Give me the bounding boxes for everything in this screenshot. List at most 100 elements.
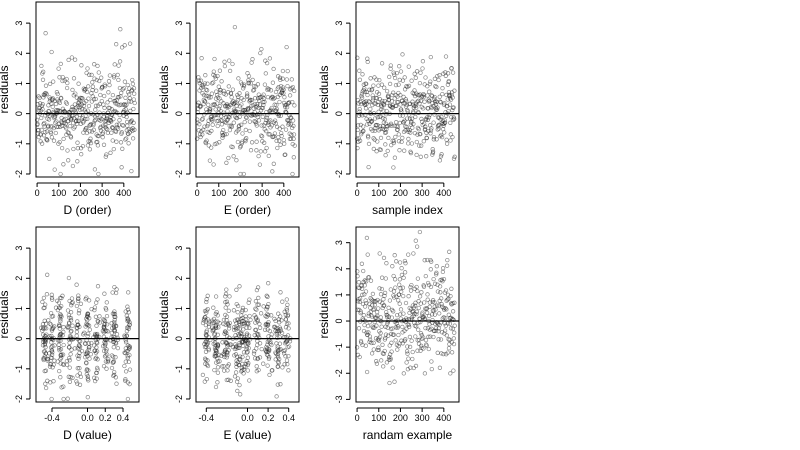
data-point — [215, 355, 220, 361]
data-point — [276, 317, 282, 322]
data-point — [227, 115, 232, 120]
data-point — [394, 294, 399, 299]
data-point — [451, 117, 456, 122]
data-point — [285, 362, 290, 367]
data-point — [424, 343, 429, 348]
data-point — [115, 110, 120, 115]
data-point — [290, 171, 295, 177]
data-point — [107, 82, 112, 88]
x-tick-label: 200 — [393, 413, 408, 423]
data-point — [235, 139, 241, 145]
y-tick-label: -2 — [174, 395, 184, 403]
data-point — [247, 128, 252, 134]
data-point — [389, 99, 395, 104]
y-tick-label: 3 — [174, 246, 184, 251]
data-point — [87, 138, 93, 144]
data-point — [89, 72, 94, 78]
data-point — [241, 84, 247, 89]
data-point — [76, 296, 81, 301]
data-point — [362, 89, 368, 94]
data-point — [259, 134, 265, 139]
data-point — [275, 364, 281, 370]
data-point — [58, 61, 63, 67]
data-point — [411, 365, 416, 371]
data-point — [246, 81, 251, 86]
data-point — [88, 352, 93, 357]
data-point — [442, 101, 447, 106]
data-point — [389, 123, 394, 128]
data-point — [196, 128, 201, 133]
data-point — [289, 77, 294, 82]
data-point — [400, 52, 405, 57]
data-point — [87, 356, 92, 361]
data-point — [203, 318, 208, 323]
data-point — [127, 41, 133, 46]
data-point — [428, 79, 433, 84]
data-point — [371, 136, 376, 141]
data-point — [103, 359, 109, 364]
data-point — [396, 298, 401, 303]
data-point — [447, 102, 453, 107]
data-point — [213, 319, 218, 324]
data-point — [206, 95, 212, 100]
data-point — [259, 123, 264, 128]
data-point — [361, 124, 366, 129]
data-point — [284, 110, 289, 115]
data-point — [284, 77, 289, 82]
data-point — [364, 369, 370, 375]
data-point — [234, 100, 240, 105]
data-point — [283, 317, 289, 322]
data-point — [427, 98, 432, 103]
data-point — [437, 322, 442, 328]
data-point — [43, 83, 49, 88]
data-point — [429, 359, 434, 364]
data-point — [364, 101, 369, 107]
data-point — [230, 87, 236, 92]
data-point — [83, 126, 88, 131]
data-point — [50, 104, 55, 109]
y-axis-title: residuals — [157, 290, 171, 338]
data-point — [389, 349, 394, 354]
data-point — [383, 153, 388, 158]
data-point — [443, 315, 448, 321]
data-point — [450, 70, 456, 75]
x-tick-label: 0 — [355, 413, 360, 423]
data-point — [440, 316, 445, 321]
data-point — [428, 128, 434, 133]
data-point — [105, 130, 111, 136]
data-point — [200, 320, 206, 326]
data-point — [382, 130, 388, 136]
data-point — [46, 123, 51, 128]
data-point — [247, 378, 252, 383]
data-point — [423, 75, 428, 80]
data-point — [428, 284, 434, 290]
data-point — [214, 309, 219, 315]
data-point — [132, 100, 137, 106]
data-point — [211, 80, 216, 85]
data-point — [223, 322, 228, 327]
data-point — [366, 99, 371, 104]
data-point — [265, 294, 270, 299]
x-tick-label: 300 — [255, 188, 270, 198]
data-point — [233, 344, 239, 350]
data-point — [388, 66, 393, 71]
data-point — [271, 66, 276, 72]
data-point — [357, 296, 363, 301]
data-point — [383, 332, 389, 337]
data-point — [80, 114, 85, 119]
data-point — [396, 82, 401, 87]
data-point — [250, 77, 255, 83]
data-point — [197, 122, 202, 127]
data-point — [383, 130, 389, 135]
data-point — [424, 115, 430, 120]
data-point — [256, 295, 261, 301]
data-point — [218, 90, 223, 95]
data-point — [74, 303, 80, 309]
data-point — [230, 144, 235, 150]
data-point — [254, 346, 259, 351]
data-point — [274, 138, 279, 144]
data-point — [114, 122, 119, 127]
data-point — [376, 83, 381, 88]
data-point — [369, 119, 375, 124]
data-point — [405, 351, 410, 356]
